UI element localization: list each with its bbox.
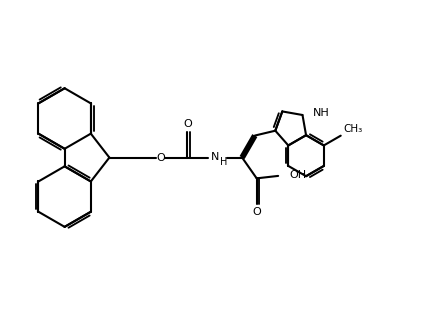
Text: N: N [211, 152, 219, 162]
Text: H: H [220, 157, 227, 167]
Text: O: O [183, 119, 192, 129]
Text: OH: OH [289, 170, 306, 180]
Text: O: O [252, 206, 261, 217]
Text: CH₃: CH₃ [343, 124, 363, 134]
Text: O: O [156, 153, 165, 163]
Text: NH: NH [313, 108, 330, 117]
